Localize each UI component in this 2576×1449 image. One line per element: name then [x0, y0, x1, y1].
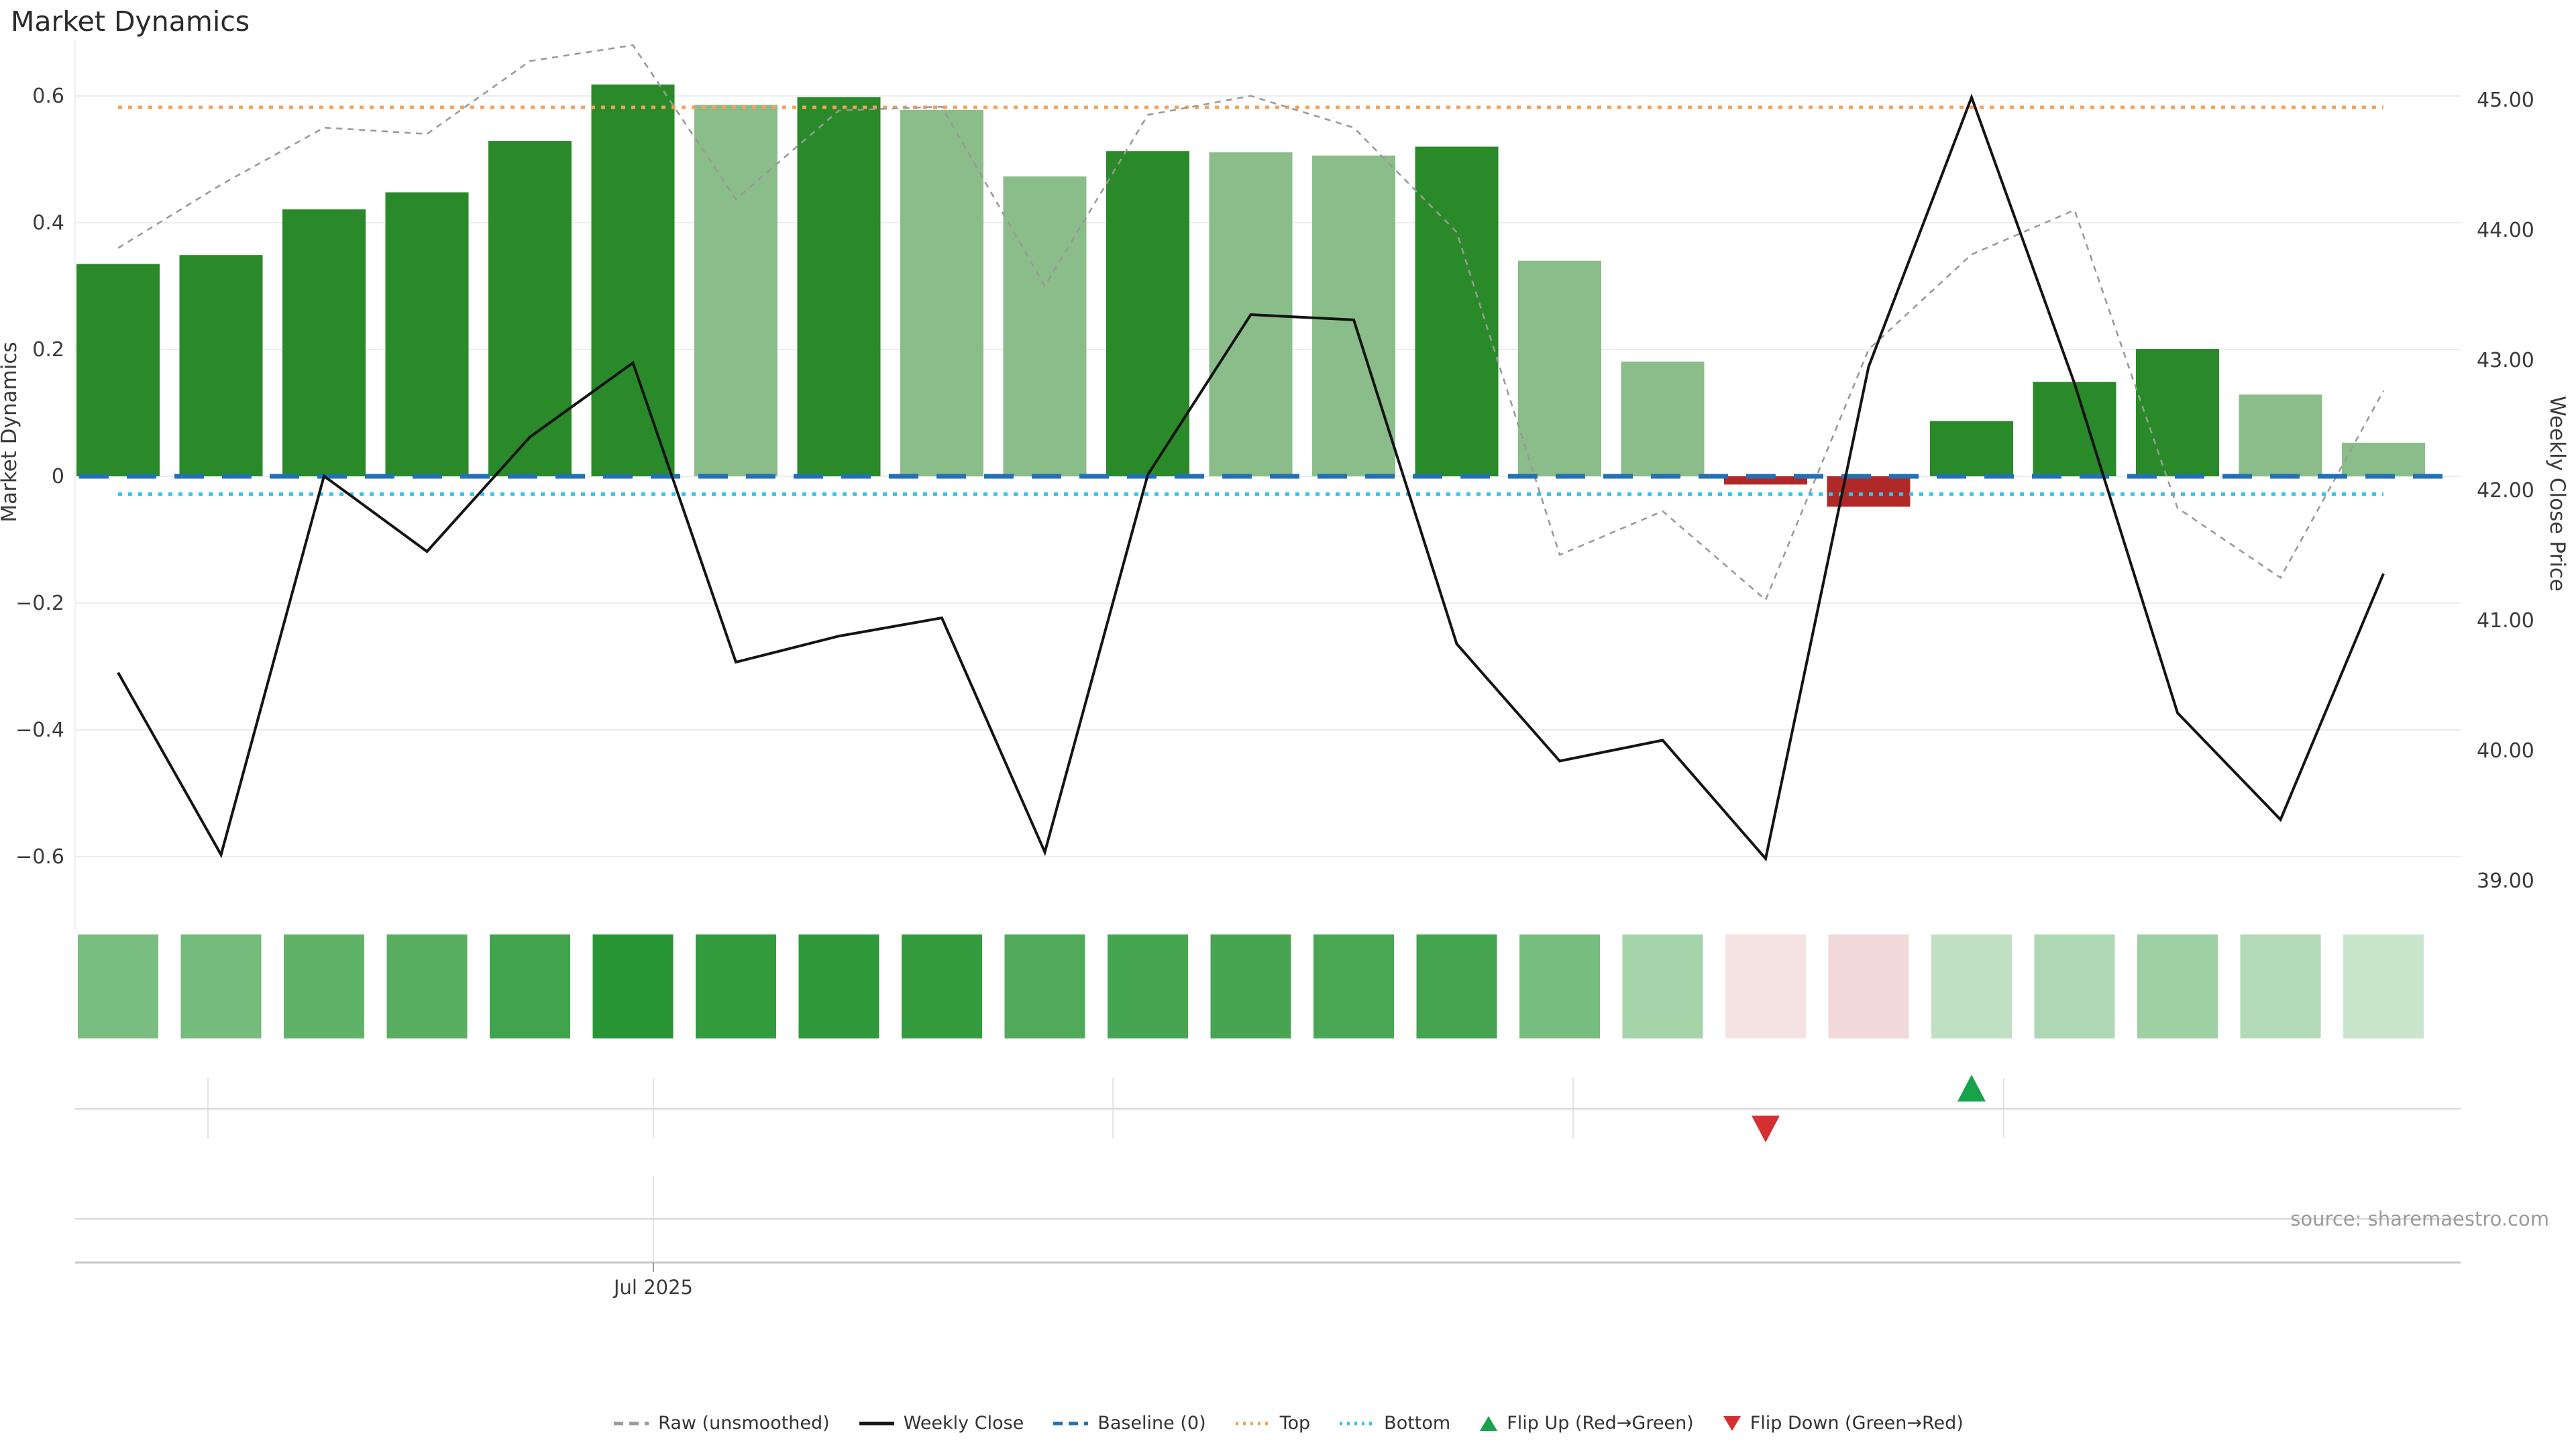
legend-item-weekly-close[interactable]: Weekly Close: [858, 1413, 1024, 1434]
heat-strip-cell-19: [1931, 934, 2012, 1038]
heat-strip-cell-5: [490, 934, 570, 1038]
bar-week-14: [1415, 146, 1499, 476]
heat-strip-cell-15: [1519, 934, 1600, 1038]
chart-legend: Raw (unsmoothed) Weekly Close Baseline (0)…: [0, 1413, 2576, 1434]
bar-week-3: [282, 209, 366, 476]
bar-week-4: [385, 192, 469, 476]
legend-item-flip-up-red-green[interactable]: Flip Up (Red→Green): [1479, 1413, 1694, 1434]
right-tick-40.00: 40.00: [2477, 739, 2534, 763]
legend-item-label: Top: [1279, 1413, 1311, 1434]
heat-strip-cell-14: [1416, 934, 1497, 1038]
legend-triangle-down-icon: [1723, 1415, 1741, 1431]
legend-item-label: Raw (unsmoothed): [658, 1413, 830, 1434]
weekly-close-line: [117, 93, 2385, 862]
bar-week-13: [1312, 155, 1395, 476]
heat-strip-cell-4: [386, 934, 468, 1038]
bar-week-10: [1003, 176, 1087, 476]
left-tick-0.6: 0.6: [32, 85, 64, 108]
heat-strip-cell-12: [1210, 934, 1291, 1038]
left-tick-0.4: 0.4: [32, 211, 64, 235]
flip-down-marker: [1752, 1116, 1780, 1142]
right-tick-39.00: 39.00: [2477, 869, 2534, 893]
raw-unsmoothed-line: [117, 44, 2385, 602]
heat-strip-cell-21: [2137, 934, 2218, 1038]
heat-strip-cell-17: [1725, 934, 1806, 1038]
heat-strip-cell-9: [902, 934, 982, 1038]
left-tick-0.2: 0.2: [32, 338, 64, 362]
bar-week-8: [797, 97, 881, 476]
bar-week-11: [1106, 151, 1189, 476]
heat-strip-cell-18: [1828, 934, 1909, 1038]
heat-strip-cell-10: [1004, 934, 1085, 1038]
legend-item-baseline-0[interactable]: Baseline (0): [1052, 1413, 1206, 1434]
heat-strip-cell-3: [284, 934, 364, 1038]
left-tick-−0.4: −0.4: [15, 718, 64, 742]
heat-strip-cell-16: [1622, 934, 1703, 1038]
heat-strip-cell-22: [2240, 934, 2321, 1038]
x-axis-tick-jul-2025: Jul 2025: [613, 1276, 693, 1299]
bar-week-22: [2239, 394, 2322, 476]
legend-item-raw-unsmoothed[interactable]: Raw (unsmoothed): [612, 1413, 830, 1434]
right-tick-42.00: 42.00: [2477, 479, 2534, 502]
bar-week-9: [900, 109, 983, 477]
legend-solid-line-icon: [859, 1421, 894, 1425]
legend-item-bottom[interactable]: Bottom: [1338, 1413, 1450, 1434]
bar-week-7: [694, 105, 777, 477]
heat-strip-cell-13: [1313, 934, 1394, 1038]
heat-strip-cell-7: [696, 934, 776, 1038]
legend-item-label: Baseline (0): [1097, 1413, 1206, 1434]
right-tick-43.00: 43.00: [2477, 349, 2534, 372]
heat-strip-cell-8: [798, 934, 879, 1038]
bar-week-19: [1930, 421, 2013, 476]
legend-dashed-line-icon: [1053, 1421, 1089, 1425]
left-tick-−0.2: −0.2: [15, 592, 64, 615]
right-tick-45.00: 45.00: [2477, 89, 2534, 112]
bar-week-1: [76, 264, 160, 476]
heat-strip-cell-2: [180, 934, 262, 1038]
left-tick-−0.6: −0.6: [15, 845, 64, 869]
legend-dotted-line-icon: [1340, 1421, 1375, 1425]
heat-strip-cell-11: [1108, 934, 1188, 1038]
legend-item-flip-down-green-red[interactable]: Flip Down (Green→Red): [1722, 1413, 1964, 1434]
legend-item-top[interactable]: Top: [1234, 1413, 1311, 1434]
right-tick-44.00: 44.00: [2477, 219, 2534, 242]
bar-week-15: [1518, 260, 1601, 476]
flip-up-marker: [1957, 1075, 1986, 1102]
bar-week-20: [2033, 382, 2116, 476]
legend-triangle-up-icon: [1480, 1415, 1498, 1431]
heat-strip-cell-6: [592, 934, 674, 1038]
legend-dashed-line-icon: [614, 1421, 649, 1425]
legend-item-label: Weekly Close: [903, 1413, 1024, 1434]
bar-week-16: [1621, 361, 1705, 476]
bar-week-2: [179, 255, 263, 476]
bar-week-6: [591, 84, 675, 477]
bar-week-17: [1724, 476, 1807, 485]
bar-week-5: [488, 141, 572, 476]
legend-item-label: Bottom: [1384, 1413, 1451, 1434]
page-title: Market Dynamics: [11, 5, 250, 38]
legend-item-label: Flip Down (Green→Red): [1750, 1413, 1964, 1434]
left-tick-0: 0: [52, 465, 64, 488]
source-attribution: source: sharemaestro.com: [2290, 1208, 2549, 1230]
heat-strip-cell-1: [78, 934, 158, 1038]
legend-dotted-line-icon: [1235, 1421, 1271, 1425]
bar-week-21: [2136, 349, 2219, 476]
right-tick-41.00: 41.00: [2477, 609, 2534, 633]
bar-week-23: [2342, 442, 2425, 476]
legend-item-label: Flip Up (Red→Green): [1507, 1413, 1694, 1434]
heat-strip-cell-20: [2034, 934, 2115, 1038]
heat-strip-cell-23: [2343, 934, 2424, 1038]
